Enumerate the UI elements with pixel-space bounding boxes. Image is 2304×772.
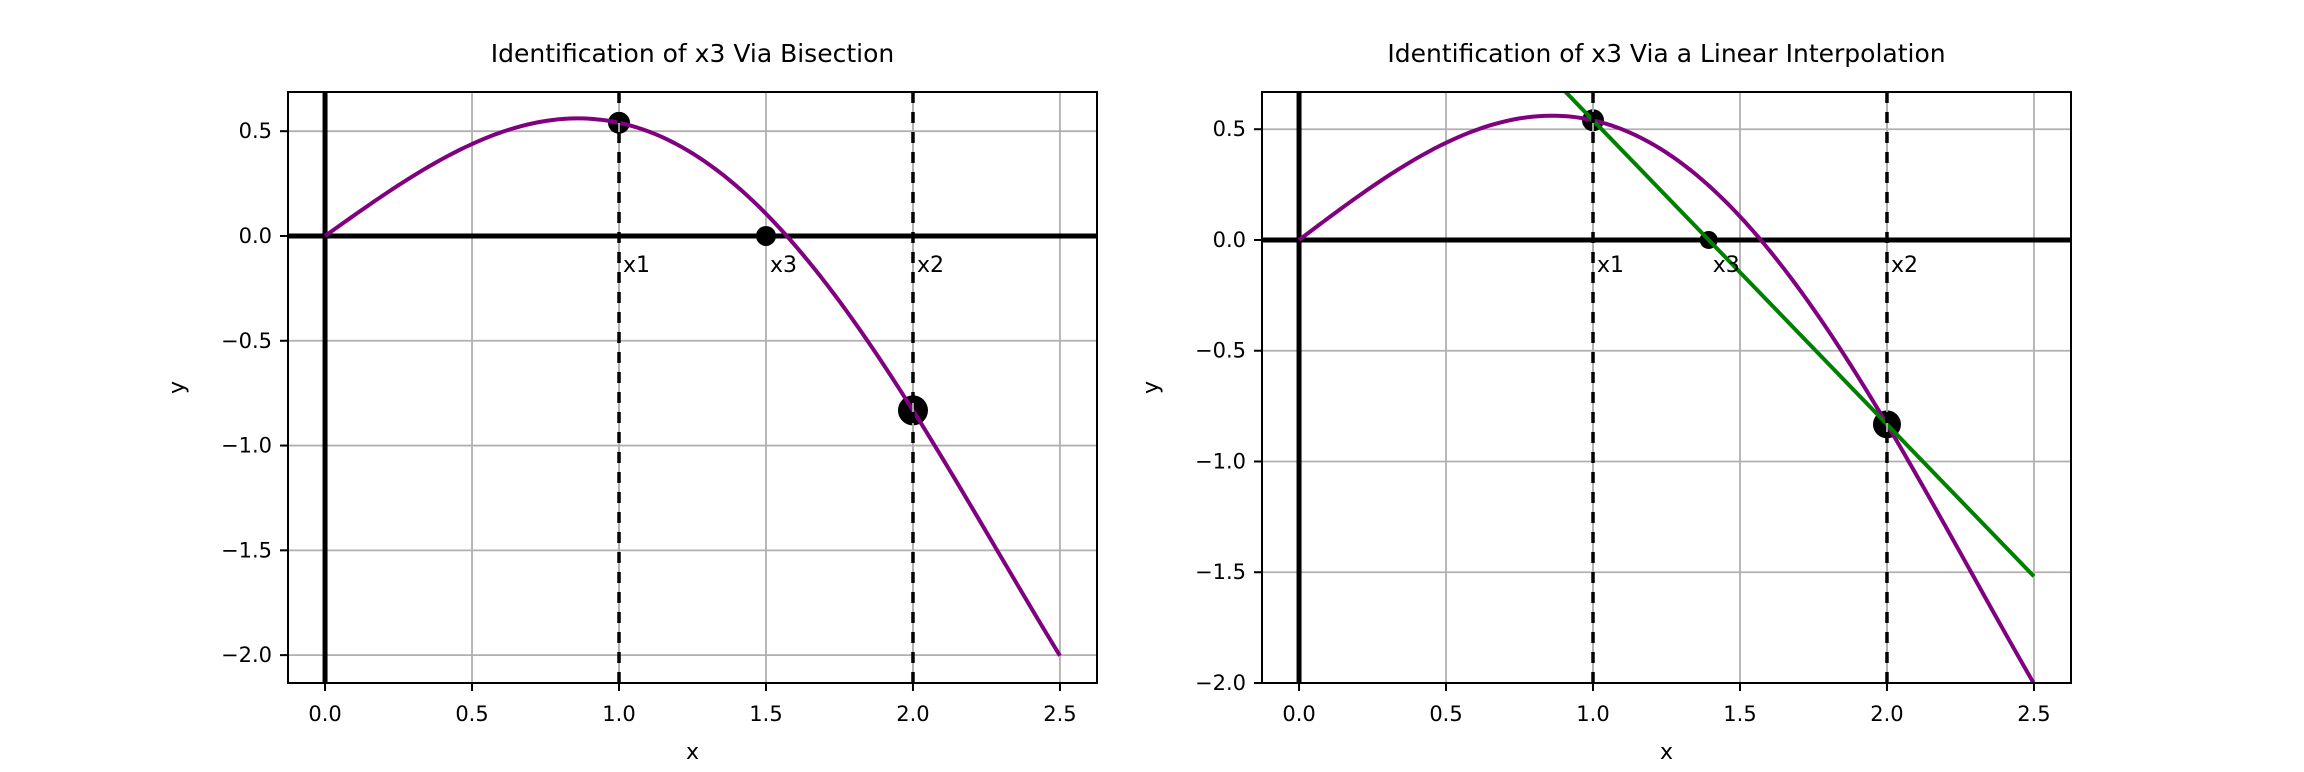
x-tick-label: 2.5 bbox=[1043, 702, 1076, 726]
annotation-x2: x2 bbox=[1891, 253, 1918, 278]
y-tick-label: 0.5 bbox=[239, 119, 272, 143]
y-tick-label: −1.5 bbox=[221, 538, 272, 562]
data-point-x3 bbox=[755, 225, 776, 246]
plot-title: Identification of x3 Via Bisection bbox=[491, 39, 894, 68]
y-tick-label: −1.0 bbox=[221, 434, 272, 458]
function-curve bbox=[323, 116, 1062, 657]
y-tick-label: 0.0 bbox=[1213, 228, 1246, 252]
data-points bbox=[608, 111, 928, 426]
y-axis-label: y bbox=[165, 381, 190, 394]
y-tick-label: −2.0 bbox=[221, 643, 272, 667]
x-tick-label: 0.0 bbox=[308, 702, 341, 726]
annotation-x3: x3 bbox=[1713, 253, 1740, 278]
x-tick-label: 1.0 bbox=[1576, 702, 1609, 726]
y-tick-label: −0.5 bbox=[1195, 339, 1246, 363]
x-tick-label: 1.0 bbox=[602, 702, 635, 726]
x-tick-label: 1.5 bbox=[1723, 702, 1756, 726]
x-tick-label: 2.0 bbox=[896, 702, 929, 726]
y-tick-label: −0.5 bbox=[221, 329, 272, 353]
plot-title: Identification of x3 Via a Linear Interp… bbox=[1387, 39, 1945, 68]
subplot-linear-interpolation: 0.0 0.5 1.0 1.5 2.0 2.5 0.5 0.0 −0.5 −1.0 −1.5 −2.0… bbox=[1139, 39, 2072, 765]
x-tick-label: 0.5 bbox=[1429, 702, 1462, 726]
y-tick-label: 0.5 bbox=[1213, 117, 1246, 141]
annotation-x2: x2 bbox=[917, 253, 944, 278]
y-tick-label: 0.0 bbox=[239, 224, 272, 248]
y-axis-label: y bbox=[1139, 381, 1164, 394]
function-curve bbox=[1297, 113, 2036, 683]
secant-line bbox=[1562, 92, 2036, 578]
x-axis-label: x bbox=[1660, 740, 1673, 765]
subplot-bisection: 0.0 0.5 1.0 1.5 2.0 2.5 0.5 0.0 −0.5 −1.0 −1.5 −2.0… bbox=[165, 39, 1098, 765]
x-tick-label: 0.0 bbox=[1282, 702, 1315, 726]
axes-frame bbox=[287, 91, 1098, 684]
annotation-x3: x3 bbox=[770, 253, 797, 278]
x-axis-label: x bbox=[686, 740, 699, 765]
x-tick-label: 2.5 bbox=[2017, 702, 2050, 726]
x-tick-label: 1.5 bbox=[749, 702, 782, 726]
annotation-x1: x1 bbox=[623, 253, 650, 278]
annotation-x1: x1 bbox=[1597, 253, 1624, 278]
y-tick-label: −1.5 bbox=[1195, 560, 1246, 584]
axes-frame bbox=[1261, 91, 2072, 684]
y-tick-label: −1.0 bbox=[1195, 449, 1246, 473]
x-tick-label: 2.0 bbox=[1870, 702, 1903, 726]
y-tick-label: −2.0 bbox=[1195, 671, 1246, 695]
x-tick-label: 0.5 bbox=[455, 702, 488, 726]
